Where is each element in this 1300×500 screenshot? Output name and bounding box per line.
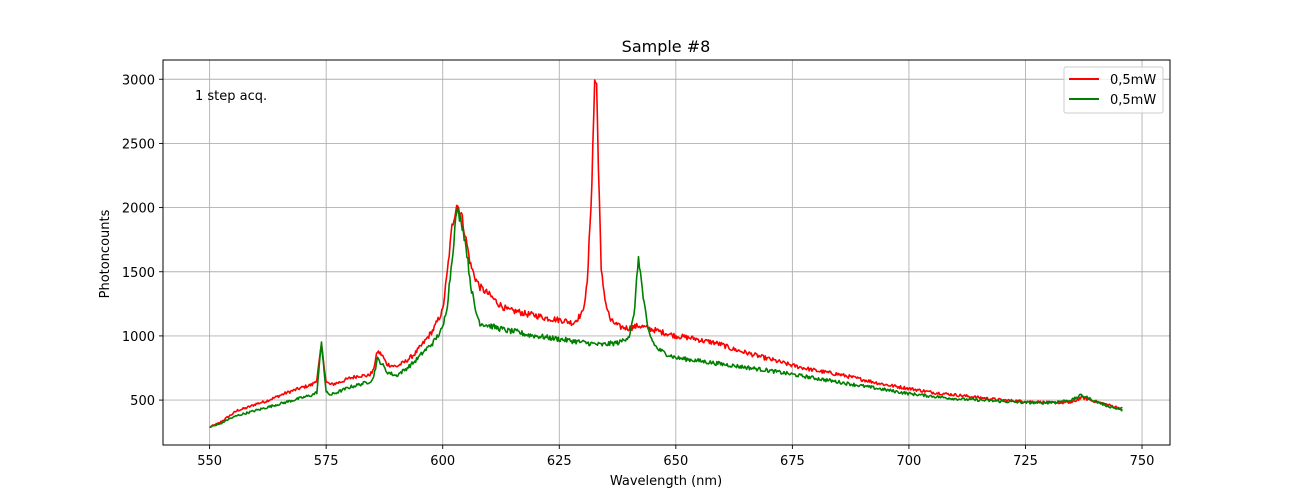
x-tick-label: 725	[1013, 454, 1038, 469]
x-axis-ticks: 550 575 600 625 650 675 700 725 750	[197, 445, 1154, 469]
annotation-text: 1 step acq.	[195, 89, 267, 104]
x-tick-label: 600	[430, 454, 455, 469]
x-tick-label: 625	[547, 454, 572, 469]
y-tick-label: 2000	[122, 202, 155, 217]
series-line-1	[209, 79, 1123, 428]
legend-label-series-2: 0,5mW	[1110, 93, 1156, 108]
y-tick-label: 1000	[122, 330, 155, 345]
legend: 0,5mW 0,5mW	[1063, 66, 1164, 114]
x-tick-label: 550	[197, 454, 222, 469]
y-axis-ticks: 500 1000 1500 2000 2500 3000	[122, 73, 163, 409]
y-tick-label: 500	[130, 394, 155, 409]
y-tick-label: 3000	[122, 73, 155, 88]
x-tick-label: 575	[314, 454, 339, 469]
chart-title: Sample #8	[622, 37, 711, 56]
y-axis-label: Photoncounts	[98, 209, 113, 298]
x-tick-label: 675	[780, 454, 805, 469]
x-axis-label: Wavelength (nm)	[610, 474, 722, 489]
plot-area-frame	[162, 59, 1171, 446]
series-line-2	[209, 207, 1124, 429]
y-tick-label: 1500	[122, 266, 155, 281]
legend-label-series-1: 0,5mW	[1110, 73, 1156, 88]
y-tick-label: 2500	[122, 137, 155, 152]
x-tick-label: 650	[663, 454, 688, 469]
x-tick-label: 750	[1130, 454, 1155, 469]
x-tick-label: 700	[897, 454, 922, 469]
grid	[163, 60, 1170, 445]
series-layer	[209, 79, 1124, 429]
